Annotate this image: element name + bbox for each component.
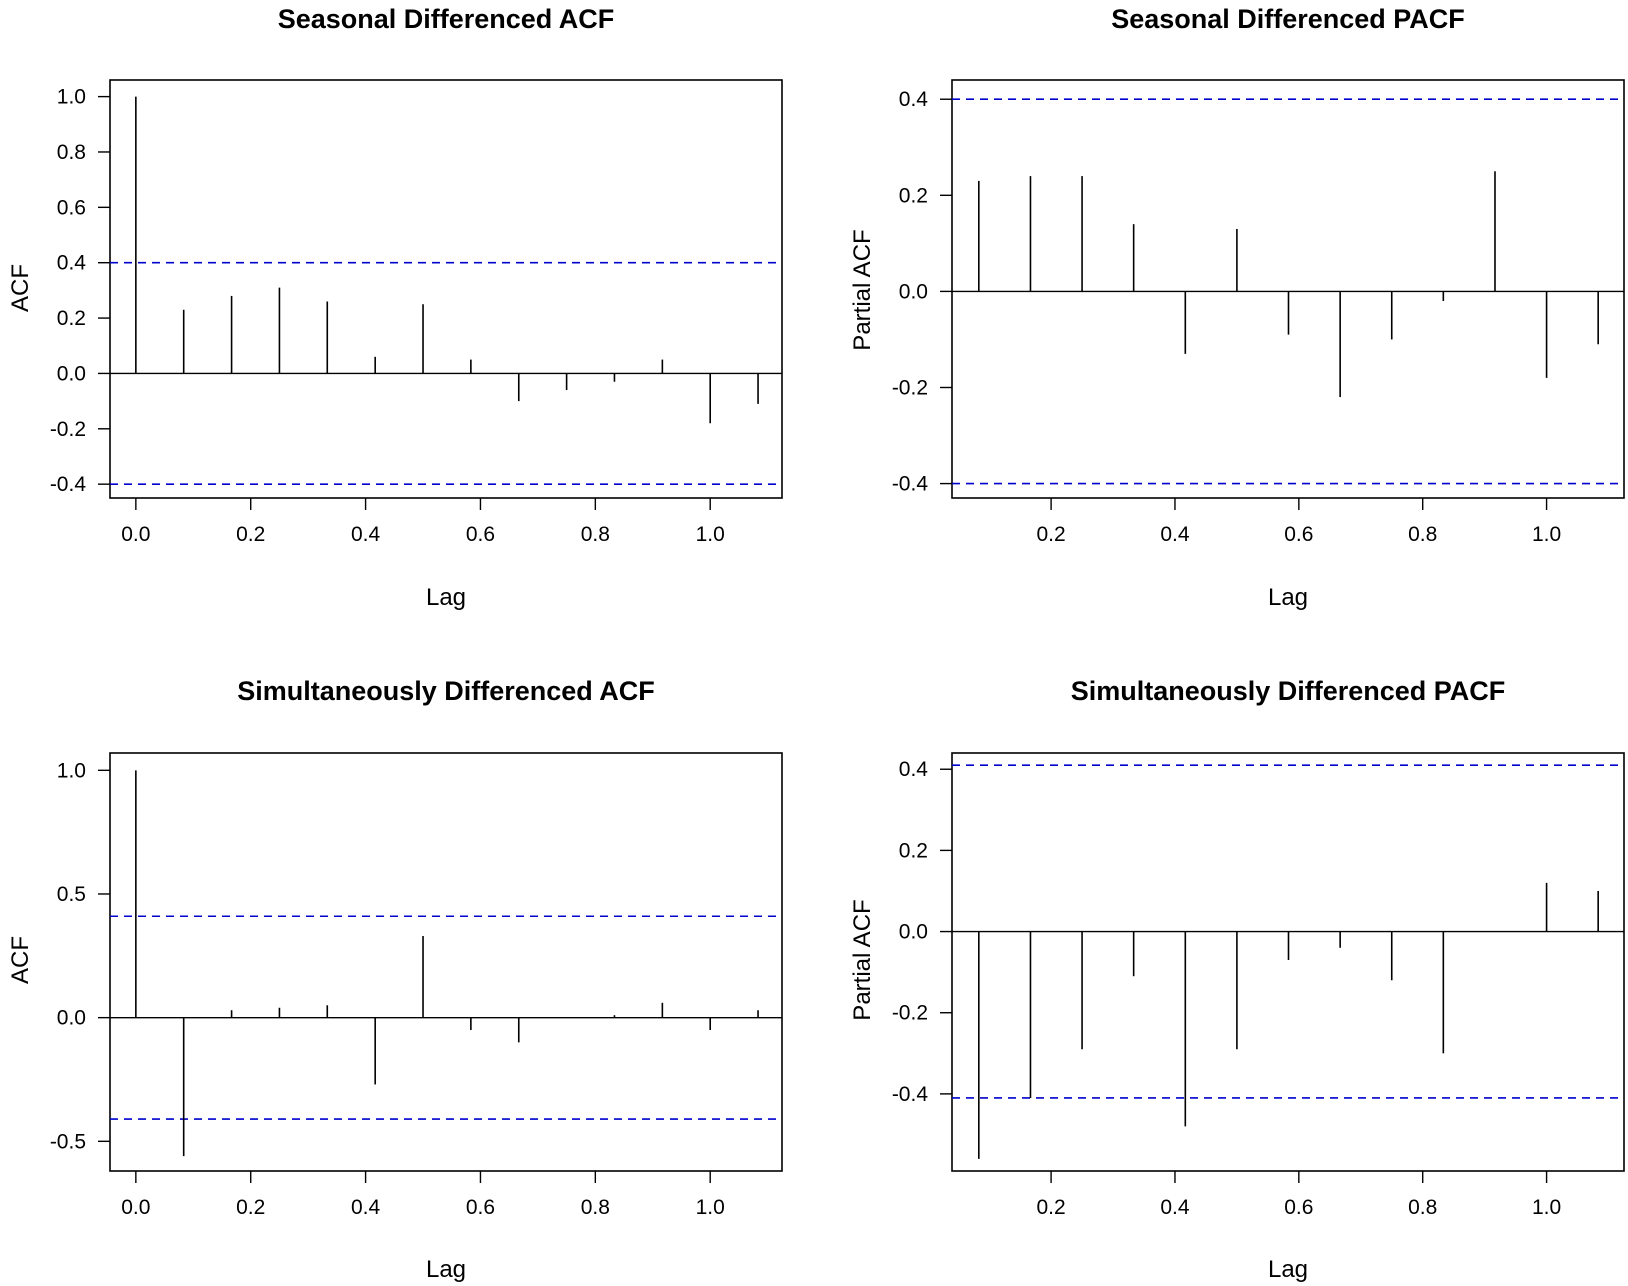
y-tick-label: 0.0 [899, 921, 928, 944]
x-axis-label: Lag [426, 1256, 466, 1283]
x-tick-label: 0.6 [466, 523, 495, 546]
y-tick-label: -0.4 [50, 473, 87, 496]
y-axis-label: ACF [7, 936, 34, 984]
y-tick-label: 0.4 [899, 758, 929, 781]
x-tick-label: 1.0 [696, 523, 725, 546]
x-tick-label: 0.8 [1408, 523, 1437, 546]
chart-title: Seasonal Differenced ACF [278, 4, 615, 34]
x-axis-label: Lag [1268, 1256, 1308, 1283]
x-tick-label: 0.4 [351, 1196, 381, 1219]
x-tick-label: 0.2 [236, 523, 265, 546]
x-tick-label: 0.8 [1408, 1196, 1437, 1219]
x-tick-label: 0.4 [1160, 1196, 1190, 1219]
y-tick-label: 0.2 [899, 839, 928, 862]
x-tick-label: 0.6 [466, 1196, 495, 1219]
y-tick-label: 0.2 [57, 307, 86, 330]
y-tick-label: 0.6 [57, 196, 86, 219]
x-tick-label: 1.0 [696, 1196, 725, 1219]
chart-panel-1: Seasonal Differenced PACF 0.2 0.4 0.6 0.8 1.0… [849, 4, 1625, 611]
x-tick-label: 0.2 [236, 1196, 265, 1219]
x-tick-label: 0.4 [351, 523, 381, 546]
chart-title: Simultaneously Differenced PACF [1071, 676, 1506, 706]
x-tick-label: 0.4 [1160, 523, 1190, 546]
plot-frame [951, 752, 1625, 1172]
y-tick-label: 0.0 [899, 280, 928, 303]
x-tick-label: 0.6 [1284, 523, 1313, 546]
y-tick-label: -0.2 [50, 418, 86, 441]
x-axis-label: Lag [426, 584, 466, 611]
plot-frame [109, 752, 783, 1172]
y-tick-label: 0.2 [899, 184, 928, 207]
chart-panel-3: Simultaneously Differenced PACF 0.2 0.4 0.6… [849, 676, 1625, 1283]
y-tick-label: 0.0 [57, 362, 86, 385]
chart-title: Seasonal Differenced PACF [1111, 4, 1465, 34]
y-tick-label: -0.4 [892, 1083, 929, 1106]
x-tick-label: 0.8 [581, 523, 610, 546]
y-axis-label: Partial ACF [849, 899, 876, 1020]
y-tick-label: 0.8 [57, 141, 86, 164]
plot-frame [951, 79, 1625, 499]
y-tick-label: 0.4 [57, 252, 87, 275]
y-tick-label: 0.5 [57, 883, 86, 906]
x-tick-label: 0.2 [1036, 523, 1065, 546]
x-tick-label: 0.0 [121, 1196, 150, 1219]
plot-frame [109, 79, 783, 499]
chart-title: Simultaneously Differenced ACF [237, 676, 655, 706]
x-tick-label: 0.0 [121, 523, 150, 546]
chart-panel-2: Simultaneously Differenced ACF 0.0 0.2 0.4 0… [7, 676, 783, 1283]
y-tick-label: -0.2 [892, 376, 928, 399]
x-axis-label: Lag [1268, 584, 1308, 611]
y-axis-label: ACF [7, 264, 34, 312]
x-tick-label: 1.0 [1532, 523, 1561, 546]
y-tick-label: -0.4 [892, 473, 929, 496]
x-tick-label: 0.8 [581, 1196, 610, 1219]
y-tick-label: -0.2 [892, 1002, 928, 1025]
y-tick-label: 0.4 [899, 88, 929, 111]
x-tick-label: 0.2 [1036, 1196, 1065, 1219]
y-tick-label: 0.0 [57, 1007, 86, 1030]
chart-panel-0: Seasonal Differenced ACF 0.0 0.2 0.4 0.6 0.8 1… [7, 4, 783, 611]
x-tick-label: 1.0 [1532, 1196, 1561, 1219]
y-tick-label: -0.5 [50, 1130, 86, 1153]
y-tick-label: 1.0 [57, 86, 86, 109]
x-tick-label: 0.6 [1284, 1196, 1313, 1219]
y-tick-label: 1.0 [57, 759, 86, 782]
y-axis-label: Partial ACF [849, 229, 876, 350]
